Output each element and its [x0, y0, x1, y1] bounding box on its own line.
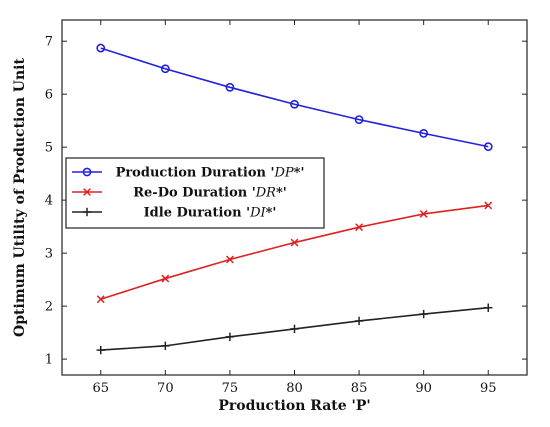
legend-swatch-marker: [82, 207, 92, 217]
legend-swatch-marker: [83, 188, 91, 196]
x-tick-label: 80: [286, 381, 303, 396]
series-1: [96, 201, 493, 304]
y-tick-label: 3: [45, 247, 53, 262]
data-point: [354, 316, 364, 326]
data-point: [419, 209, 428, 218]
x-tick-label: 85: [351, 381, 368, 396]
series-2: [96, 303, 493, 355]
legend-label: Idle Duration 'DI*': [144, 206, 277, 221]
legend: Production Duration 'DP*' Re-Do Duration …: [65, 157, 325, 229]
series-layer: [96, 43, 493, 355]
data-point: [96, 295, 105, 304]
data-point: [161, 274, 170, 283]
y-axis-title: Optimum Utility of Production Unit: [12, 58, 28, 337]
data-point: [96, 345, 105, 355]
x-tick-label: 75: [222, 381, 239, 396]
data-point: [96, 43, 106, 53]
data-point: [419, 128, 429, 138]
axis-ticks: 65 70 75 80 85 90 95 1 2 3 4 5 6 7: [45, 20, 527, 396]
y-tick-label: 6: [45, 88, 53, 103]
series-line: [100, 47, 489, 148]
y-tick-label: 2: [45, 300, 53, 315]
x-tick-label: 65: [92, 381, 109, 396]
legend-entry: Idle Duration 'DI*': [72, 206, 276, 221]
data-point: [484, 201, 493, 210]
x-axis-title: Production Rate 'P': [218, 398, 370, 414]
y-tick-label: 4: [45, 194, 53, 209]
legend-label: Production Duration 'DP*': [116, 166, 305, 181]
data-point: [290, 324, 299, 334]
data-point: [419, 309, 428, 319]
legend-swatch-marker: [82, 167, 92, 177]
data-point: [290, 99, 299, 109]
data-point: [483, 142, 493, 152]
data-point: [484, 303, 493, 312]
legend-entry: Re-Do Duration 'DR*': [72, 186, 287, 201]
x-tick-label: 95: [480, 381, 497, 396]
data-point: [160, 64, 170, 74]
y-tick-label: 7: [45, 35, 53, 50]
data-point: [354, 115, 364, 125]
y-tick-label: 5: [45, 141, 53, 156]
x-tick-label: 90: [415, 381, 432, 396]
data-point: [225, 332, 235, 342]
legend-entry: Production Duration 'DP*': [72, 166, 304, 181]
data-point: [355, 223, 364, 232]
legend-label: Re-Do Duration 'DR*': [133, 186, 287, 201]
x-tick-label: 70: [157, 381, 174, 396]
data-point: [225, 82, 235, 92]
series-0: [96, 43, 493, 152]
data-point: [161, 341, 170, 351]
data-point: [290, 238, 299, 247]
y-tick-label: 1: [45, 353, 53, 368]
data-point: [225, 255, 234, 264]
legend-box: [65, 157, 325, 229]
